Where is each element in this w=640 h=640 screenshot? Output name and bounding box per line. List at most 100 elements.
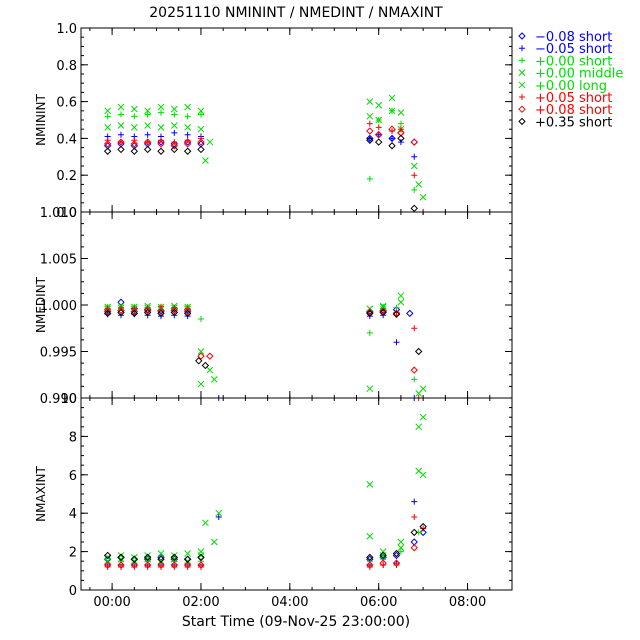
legend-entry: +0.00 long	[535, 79, 607, 94]
data-point	[130, 147, 139, 155]
data-point	[206, 352, 214, 360]
data-point	[366, 135, 373, 142]
data-point	[374, 138, 383, 146]
data-point	[170, 553, 179, 562]
data-point	[184, 550, 191, 557]
data-point	[157, 109, 164, 116]
data-point	[366, 136, 374, 144]
data-point	[103, 309, 112, 318]
legend-marker-plus	[519, 57, 525, 64]
y-axis-label: NMININT	[34, 93, 48, 145]
data-point	[379, 559, 387, 567]
legend-entry: +0.00 middle	[535, 67, 623, 82]
data-point	[183, 147, 192, 155]
data-point	[366, 481, 374, 488]
data-point	[130, 561, 139, 569]
data-point	[104, 563, 111, 570]
data-point	[131, 113, 138, 120]
data-point	[366, 385, 374, 393]
data-point	[183, 140, 192, 148]
data-point	[379, 303, 387, 311]
data-point	[202, 157, 209, 164]
data-point	[103, 551, 112, 560]
data-point	[157, 309, 165, 318]
data-point	[170, 555, 178, 563]
y-tick-label: 0.2	[56, 169, 77, 184]
y-tick-label: 8	[69, 430, 77, 445]
data-point	[197, 107, 205, 115]
data-point	[183, 561, 192, 569]
legend-marker-cross	[518, 81, 526, 89]
data-point	[143, 561, 152, 569]
data-point	[419, 413, 427, 421]
data-point	[410, 204, 418, 213]
data-point	[143, 138, 152, 146]
data-point	[215, 514, 222, 521]
chart-title: 20251110 NMININT / NMEDINT / NMAXINT	[149, 5, 443, 21]
data-point	[419, 193, 427, 201]
data-point	[411, 498, 418, 505]
data-point	[157, 555, 165, 563]
data-point	[392, 310, 401, 319]
data-point	[379, 302, 387, 310]
data-point	[397, 292, 405, 300]
data-point	[414, 347, 423, 356]
data-point	[411, 325, 418, 332]
data-point	[184, 563, 191, 570]
data-point	[117, 122, 125, 129]
data-point	[366, 308, 374, 317]
legend-marker-plus	[519, 45, 525, 52]
data-point	[130, 124, 138, 131]
legend-entry: +0.00 short	[535, 54, 612, 69]
data-point	[366, 532, 374, 540]
data-point	[197, 548, 205, 555]
data-point	[117, 103, 125, 111]
data-point	[411, 514, 418, 521]
data-point	[411, 376, 418, 383]
data-point	[197, 352, 205, 360]
data-point	[388, 142, 396, 150]
data-point	[170, 142, 179, 150]
data-point	[411, 153, 418, 160]
data-point	[215, 509, 223, 517]
x-axis-label: Start Time (09-Nov-25 23:00:00)	[182, 614, 410, 630]
x-tick-label: 08:00	[449, 595, 486, 610]
y-tick-label: 0.990	[40, 392, 77, 407]
data-point	[170, 122, 178, 129]
data-point	[171, 111, 178, 118]
y-tick-label: 6	[69, 469, 77, 484]
data-point	[410, 162, 418, 170]
data-point	[197, 315, 204, 322]
data-point	[419, 471, 427, 479]
data-point	[410, 138, 418, 146]
data-point	[157, 561, 165, 569]
data-point	[415, 181, 423, 188]
data-point	[184, 124, 191, 131]
y-tick-label: 0.8	[56, 59, 77, 74]
data-point	[144, 122, 152, 129]
data-point	[410, 138, 418, 146]
data-point	[202, 519, 209, 527]
data-point	[117, 138, 125, 146]
data-point	[143, 553, 152, 562]
data-point	[397, 134, 405, 143]
data-point	[157, 550, 165, 557]
data-point	[184, 131, 191, 138]
data-point	[375, 101, 383, 109]
data-point	[103, 147, 112, 155]
data-point	[197, 558, 204, 565]
data-point	[375, 116, 383, 124]
data-point	[397, 538, 405, 546]
data-point	[117, 563, 124, 570]
data-point	[184, 113, 191, 120]
data-point	[170, 306, 179, 315]
y-tick-label: 0	[69, 584, 77, 599]
data-point	[170, 561, 179, 569]
panel-nminint: 0.0 0.2 0.4 0.6 0.8 1.0 NMININT	[34, 22, 513, 221]
legend-marker-diamond	[518, 117, 526, 126]
data-point	[117, 145, 125, 154]
y-tick-label: 0.995	[40, 346, 77, 361]
data-point	[103, 140, 112, 148]
data-point	[197, 145, 205, 154]
